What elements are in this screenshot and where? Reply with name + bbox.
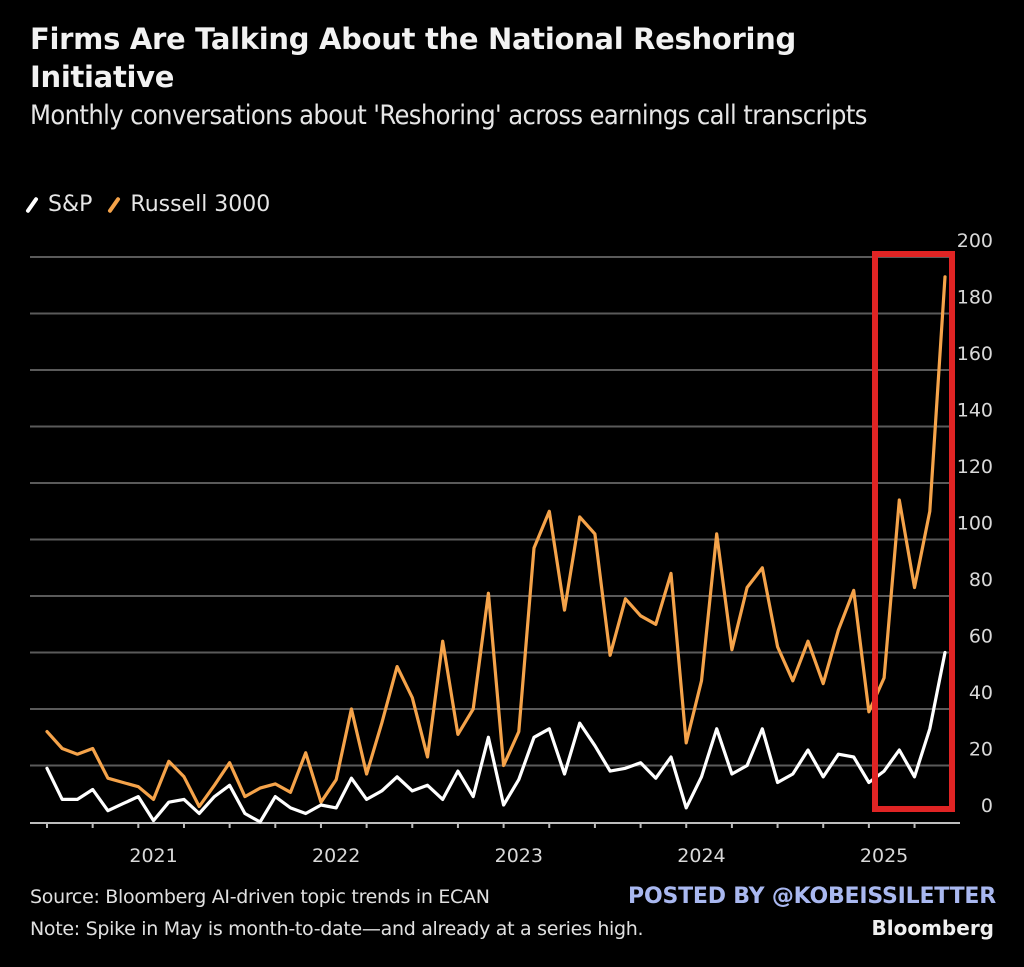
y-axis-ticks: 0 20 40 60 80 100 120 140 160 180 200: [957, 230, 993, 817]
y-tick-label: 40: [969, 682, 993, 704]
y-tick-label: 60: [969, 626, 993, 648]
y-tick-label: 140: [957, 400, 993, 422]
legend: S&P Russell 3000: [25, 192, 290, 217]
posted-by-watermark: POSTED BY @KOBEISSILETTER: [628, 884, 996, 909]
x-tick-label: 2024: [677, 845, 725, 867]
x-tick-label: 2025: [860, 845, 908, 867]
legend-swatch-russell: [107, 195, 122, 214]
y-tick-label: 80: [969, 569, 993, 591]
chart-title: Firms Are Talking About the National Res…: [30, 22, 796, 94]
series-lines: [45, 275, 947, 824]
x-tick-label: 2023: [495, 845, 543, 867]
x-tick-label: 2022: [312, 845, 360, 867]
source-note: Source: Bloomberg AI-driven topic trends…: [30, 886, 490, 908]
chart-subtitle: Monthly conversations about 'Reshoring' …: [30, 100, 867, 131]
legend-item-sp: S&P: [25, 192, 93, 217]
series-line-russell-3000: [45, 275, 947, 809]
highlight-box-group: [872, 251, 955, 812]
y-tick-label: 0: [981, 795, 993, 817]
legend-label-sp: S&P: [48, 192, 93, 217]
line-chart: 0 20 40 60 80 100 120 140 160 180 200 2021 2022 2023…: [30, 230, 993, 867]
x-axis: 2021 2022 2023 2024 2025: [30, 822, 960, 867]
legend-swatch-sp: [25, 195, 39, 214]
y-tick-label: 120: [957, 456, 993, 478]
series-line-sp: [45, 650, 947, 824]
footnote: Note: Spike in May is month-to-date—and …: [30, 918, 644, 940]
highlight-box: [872, 251, 955, 812]
y-tick-label: 20: [969, 739, 993, 761]
x-tick-label: 2021: [129, 845, 177, 867]
gridlines: [30, 256, 955, 767]
legend-label-russell: Russell 3000: [130, 192, 271, 217]
legend-item-russell: Russell 3000: [107, 192, 271, 217]
y-tick-label: 160: [957, 343, 993, 365]
y-tick-label: 180: [957, 287, 993, 309]
y-tick-label: 100: [957, 513, 993, 535]
y-tick-label: 200: [957, 230, 993, 252]
bloomberg-logo-text: Bloomberg: [871, 916, 994, 940]
